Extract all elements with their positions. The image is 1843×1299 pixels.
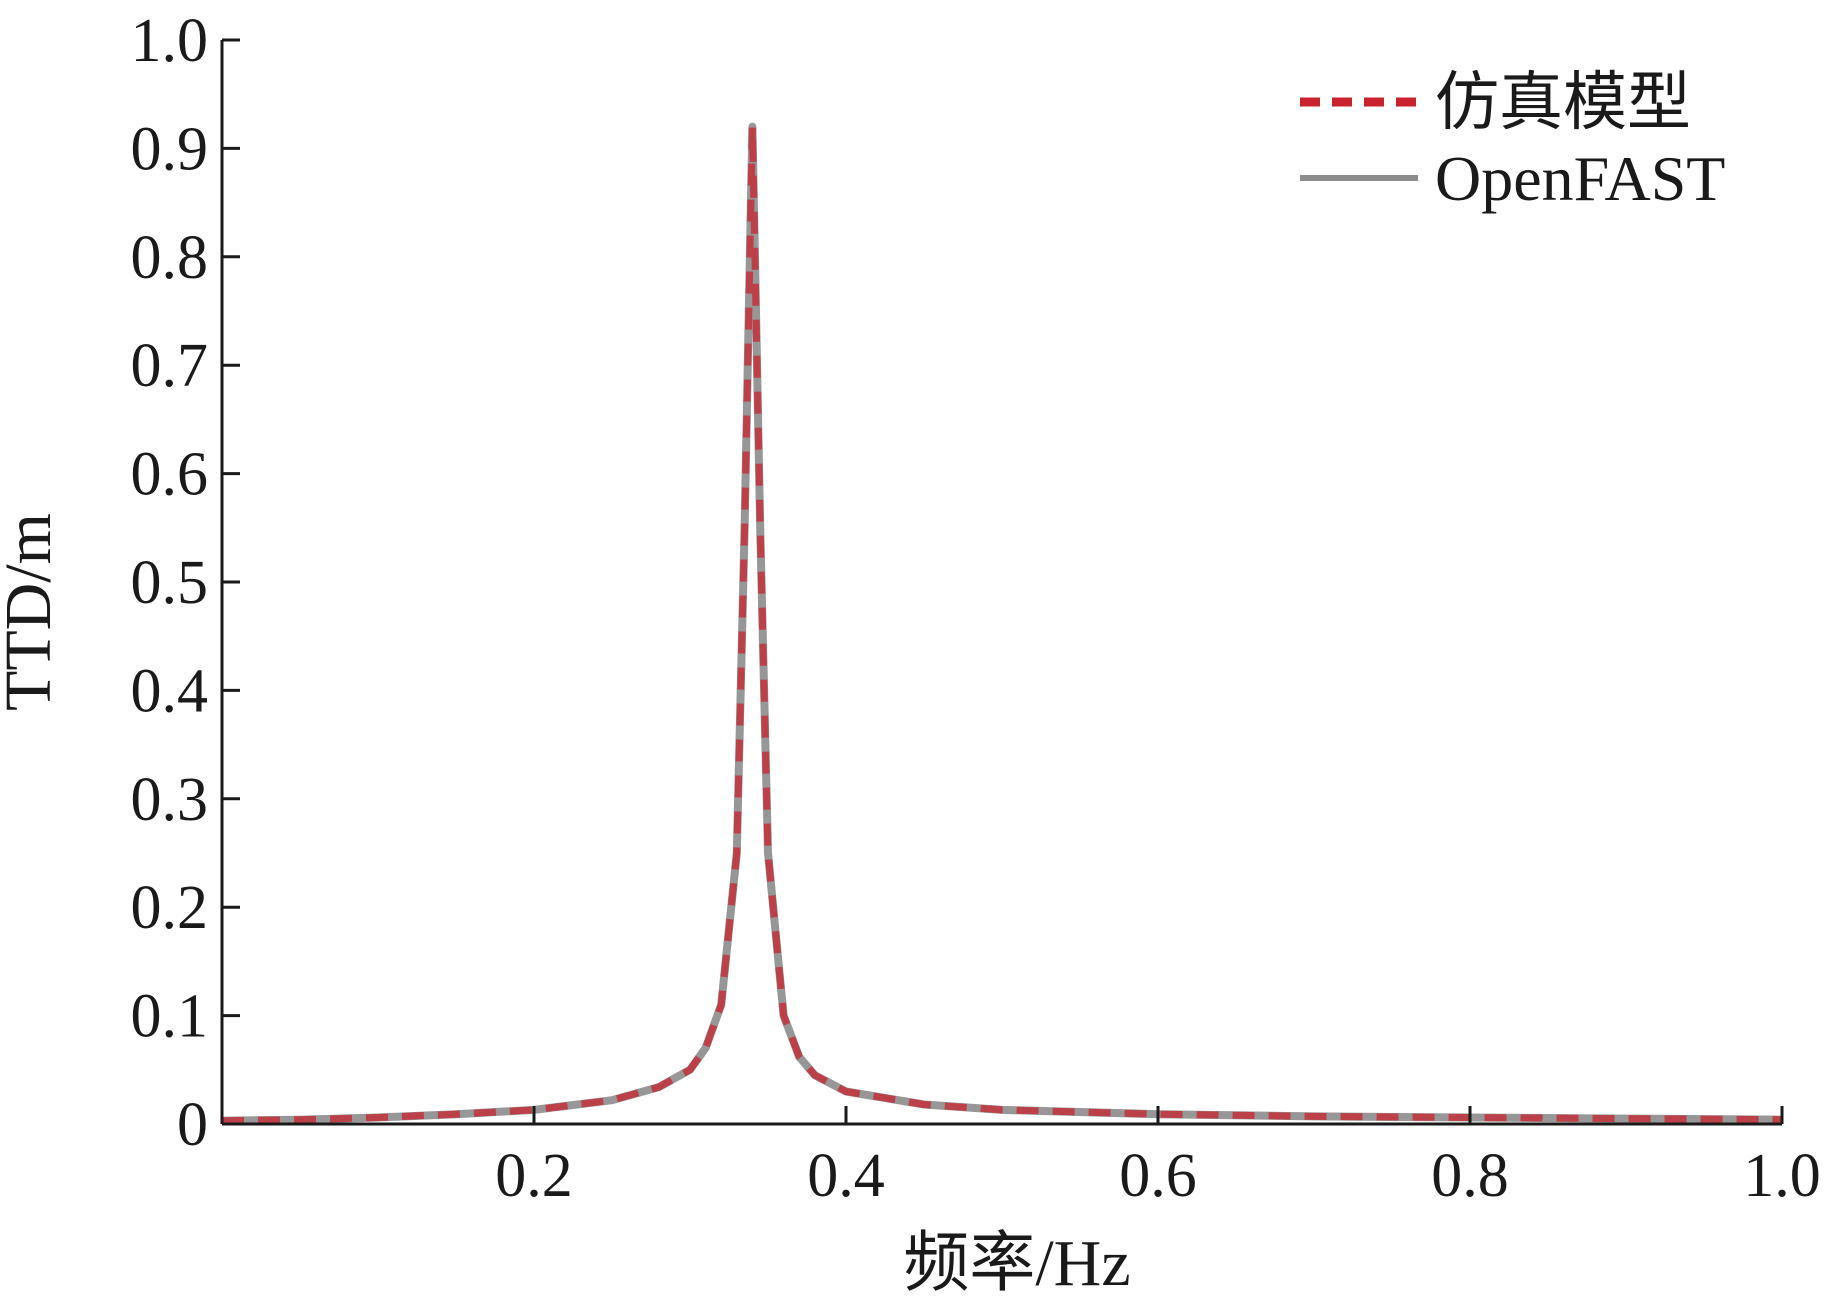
y-tick-label: 0.5 (131, 549, 209, 617)
y-ticks: 0 0.1 0.2 0.3 0.4 0.5 0.6 0.7 0.8 0.9 1.0 (131, 7, 240, 1159)
y-tick-label: 1.0 (131, 7, 209, 75)
x-ticks: 0.2 0.4 0.6 0.8 1.0 (495, 1106, 1821, 1210)
y-tick-label: 0.2 (131, 874, 209, 942)
x-tick-label: 0.8 (1431, 1142, 1509, 1210)
series-line-simulation (221, 123, 1783, 1125)
legend-label: OpenFAST (1435, 143, 1725, 214)
y-tick-label: 0.3 (131, 766, 209, 834)
x-axis-title: 频率/Hz (903, 1227, 1130, 1299)
axes: 00.10.20.30.40.50.60.70.80.91.0 0.2 0.4 0.… (131, 7, 1821, 1210)
y-tick-label: 0 (177, 1091, 208, 1159)
y-tick-label: 0.1 (131, 983, 209, 1051)
y-tick-label: 0.7 (131, 332, 209, 400)
x-tick-label: 0.4 (807, 1142, 885, 1210)
plot-lines (221, 122, 1783, 1125)
y-tick-label: 0.9 (131, 115, 209, 183)
y-tick-label: 0.4 (131, 657, 209, 725)
series-line-openfast (221, 122, 1783, 1125)
x-tick-label: 1.0 (1743, 1142, 1821, 1210)
y-tick-label: 0.6 (131, 441, 209, 509)
x-tick-label: 0.6 (1119, 1142, 1197, 1210)
y-axis-title: TTD/m (0, 513, 65, 711)
x-tick-label: 0.2 (495, 1142, 573, 1210)
y-tick-label: 0.8 (131, 224, 209, 292)
legend-label: 仿真模型 (1435, 67, 1691, 138)
